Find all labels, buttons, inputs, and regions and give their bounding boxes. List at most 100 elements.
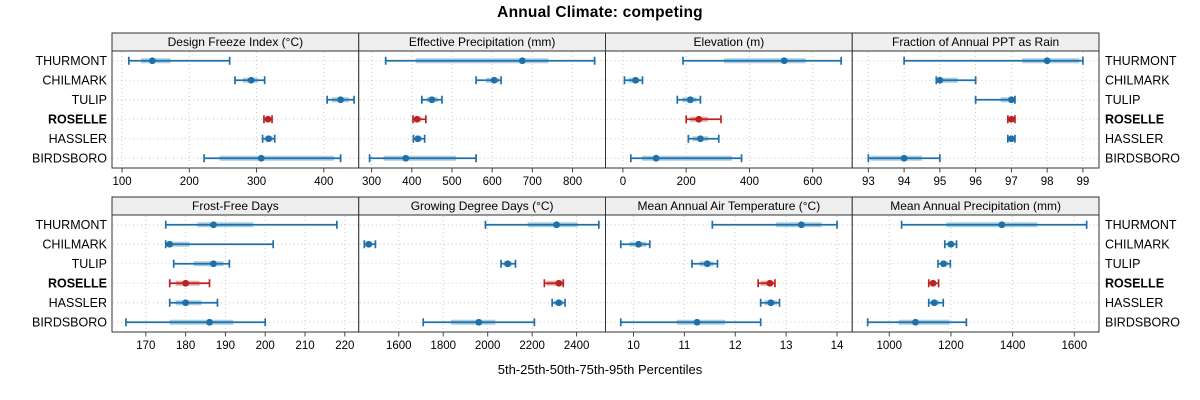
errorbar-birdsboro — [866, 318, 968, 327]
errorbar-chilmark — [935, 76, 977, 85]
chart-title: Annual Climate: competing — [497, 4, 703, 21]
panel-plot-area — [358, 214, 606, 333]
median-dot — [414, 135, 422, 143]
axis-tick-label: 1200 — [938, 340, 964, 352]
axis-tick-label: 1000 — [876, 340, 902, 352]
median-dot — [166, 240, 174, 248]
panel-plot-area — [358, 50, 606, 169]
site-label-right-birdsboro: BIRDSBORO — [1105, 315, 1180, 329]
median-dot — [998, 221, 1006, 229]
site-label-right-chilmark: CHILMARK — [1105, 237, 1170, 251]
errorbar-tulip — [676, 95, 702, 104]
median-dot — [210, 221, 217, 229]
axis-tick-label: 2000 — [475, 340, 501, 352]
median-dot — [635, 240, 642, 248]
axis-tick-label: 300 — [247, 176, 266, 188]
errorbar-chilmark — [943, 240, 958, 249]
median-dot — [1043, 57, 1051, 65]
median-dot — [912, 318, 919, 326]
axis-tick-label: 600 — [803, 176, 822, 188]
errorbar-hassler — [927, 298, 945, 307]
axis-tick-label: 94 — [898, 176, 911, 188]
axis-tick-label: 93 — [862, 176, 875, 188]
panel-mean-annual-precipitation-mm: Mean Annual Precipitation (mm) 1000 1200 14… — [851, 196, 1100, 352]
panel-strip-title: Growing Degree Days (°C) — [411, 199, 554, 213]
axis-tick-label: 170 — [136, 340, 155, 352]
panel-plot-area — [111, 50, 360, 169]
site-label-left-tulip: TULIP — [72, 257, 107, 271]
site-label-left-thurmont: THURMONT — [35, 218, 107, 232]
site-label-right-hassler: HASSLER — [1105, 296, 1163, 310]
median-dot — [929, 279, 937, 287]
median-dot — [947, 240, 955, 248]
median-dot — [797, 221, 805, 229]
axis-tick-label: 98 — [1041, 176, 1054, 188]
site-label-left-chilmark: CHILMARK — [42, 237, 107, 251]
axis-tick-label: 210 — [295, 340, 314, 352]
errorbar-birdsboro — [203, 154, 342, 163]
site-label-left-roselle: ROSELLE — [48, 276, 107, 290]
axis-tick-label: 13 — [780, 340, 793, 352]
median-dot — [247, 76, 255, 84]
median-dot — [182, 279, 190, 287]
median-dot — [697, 135, 704, 143]
errorbar-roselle — [168, 279, 211, 288]
median-dot — [936, 76, 944, 84]
site-label-left-chilmark: CHILMARK — [42, 73, 107, 87]
median-dot — [265, 135, 273, 143]
axis-tick-label: 600 — [483, 176, 502, 188]
panel-effective-precipitation-mm: Effective Precipitation (mm) 300 400 500 600… — [358, 32, 606, 188]
axis-tick-label: 2400 — [564, 340, 590, 352]
errorbar-tulip — [326, 95, 355, 104]
axis-tick-label: 200 — [256, 340, 275, 352]
axis-tick-label: 10 — [627, 340, 640, 352]
errorbar-thurmont — [711, 220, 838, 229]
site-label-right-thurmont: THURMONT — [1105, 54, 1177, 68]
median-dot — [900, 154, 908, 162]
median-dot — [413, 115, 421, 123]
errorbar-tulip — [500, 259, 517, 268]
site-label-right-tulip: TULIP — [1105, 93, 1140, 107]
errorbar-hassler — [261, 134, 276, 143]
errorbar-hassler — [1006, 134, 1016, 143]
panel-elevation-m: Elevation (m) 0 200 400 600 — [605, 32, 853, 188]
axis-tick-label: 400 — [314, 176, 333, 188]
errorbar-chilmark — [234, 76, 266, 85]
axis-tick-label: 180 — [176, 340, 195, 352]
median-dot — [686, 96, 694, 104]
errorbar-roselle — [1006, 115, 1016, 124]
axis-tick-label: 1400 — [1000, 340, 1026, 352]
errorbar-chilmark — [619, 240, 651, 249]
median-dot — [632, 76, 639, 84]
median-dot — [337, 96, 344, 104]
median-dot — [402, 154, 410, 162]
median-dot — [555, 279, 563, 287]
median-dot — [1007, 135, 1015, 143]
panel-growing-degree-days-c: Growing Degree Days (°C) 1600 1800 2000 2200… — [358, 196, 606, 352]
median-dot — [365, 240, 373, 248]
errorbar-thurmont — [682, 56, 843, 65]
errorbar-roselle — [685, 115, 722, 124]
median-dot — [182, 299, 190, 307]
panel-plot-area — [851, 214, 1100, 333]
site-label-right-birdsboro: BIRDSBORO — [1105, 151, 1180, 165]
errorbar-birdsboro — [368, 154, 477, 163]
axis-tick-label: 1600 — [1062, 340, 1088, 352]
median-dot — [930, 299, 938, 307]
median-dot — [553, 221, 560, 229]
median-dot — [695, 115, 703, 123]
errorbar-chilmark — [164, 240, 275, 249]
errorbar-birdsboro — [867, 154, 941, 163]
axis-tick-label: 0 — [620, 176, 626, 188]
axis-tick-label: 220 — [335, 340, 354, 352]
panel-frost-free-days: Frost-Free Days 170 180 190 200 210 220 — [111, 196, 360, 352]
site-label-right-hassler: HASSLER — [1105, 132, 1163, 146]
errorbar-hassler — [412, 134, 426, 143]
site-label-right-thurmont: THURMONT — [1105, 218, 1177, 232]
errorbar-hassler — [687, 134, 720, 143]
panel-strip-title: Fraction of Annual PPT as Rain — [892, 35, 1059, 49]
errorbar-thurmont — [384, 56, 596, 65]
axis-tick-label: 300 — [362, 176, 381, 188]
errorbar-birdsboro — [125, 318, 267, 327]
